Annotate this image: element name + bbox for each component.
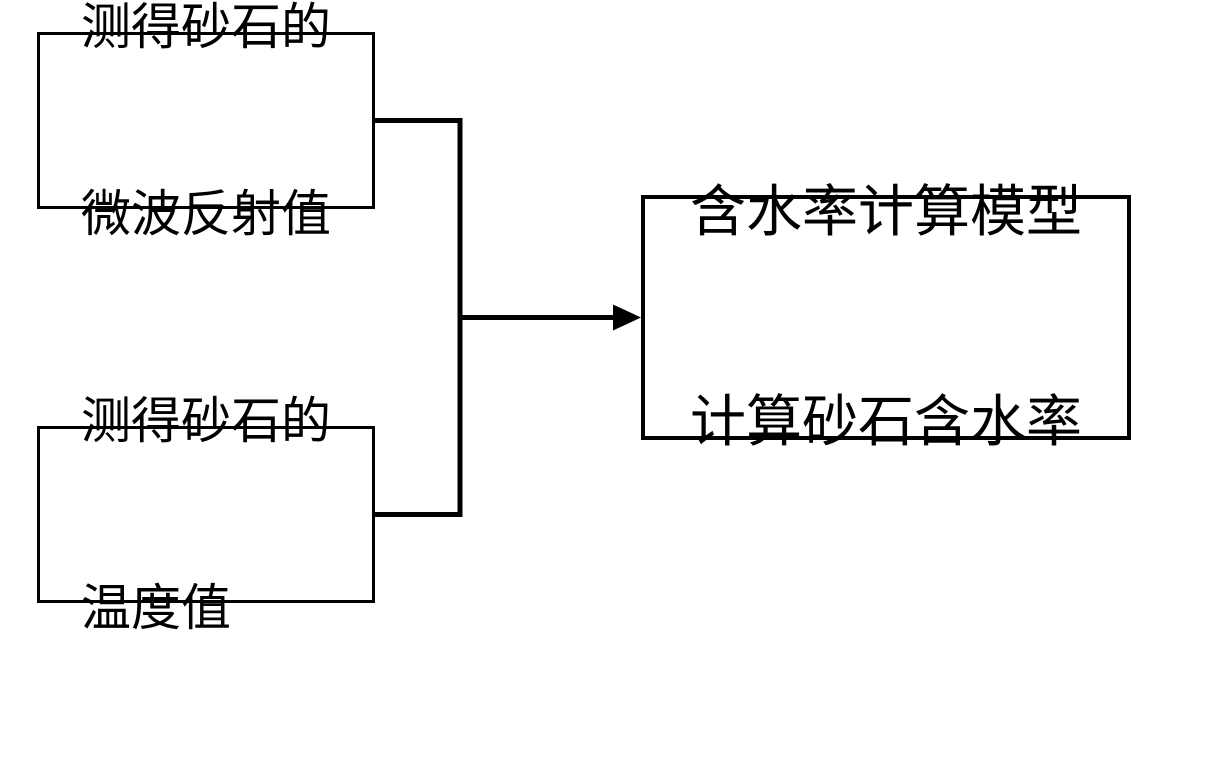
flow-connector [0, 0, 1206, 673]
edge-bottom [375, 318, 460, 515]
arrow-head-icon [613, 305, 641, 331]
edge-top [375, 121, 460, 318]
